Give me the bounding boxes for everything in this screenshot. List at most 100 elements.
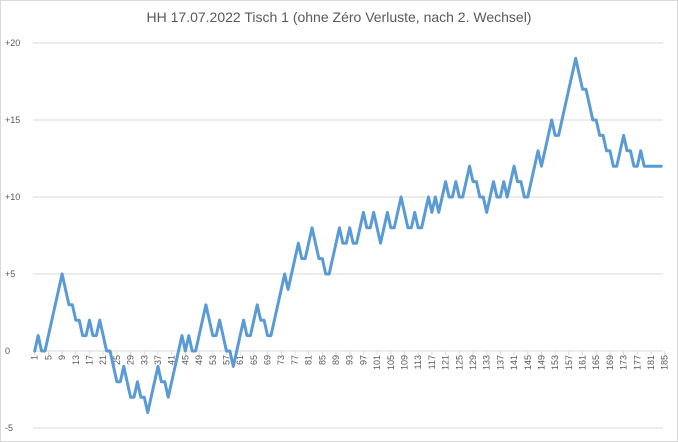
data-point [167,396,170,399]
x-tick-label: 37 [153,355,163,365]
data-point [585,88,587,90]
data-point [407,227,409,229]
data-point [612,165,615,167]
data-point [342,242,344,244]
data-point [287,288,289,291]
data-point [280,288,283,291]
data-point [198,334,200,337]
data-point [571,73,574,75]
x-tick-label: 137 [495,355,505,370]
x-tick-label: 9 [57,355,67,360]
data-point [51,319,53,322]
data-point [379,242,382,244]
data-point [191,350,194,352]
data-point [105,350,108,352]
data-point [181,334,183,337]
data-point [441,196,443,198]
data-point [431,211,433,214]
data-point [581,88,584,90]
x-tick-label: 133 [482,355,492,370]
x-tick-label: 57 [221,355,231,365]
data-point [133,396,135,399]
data-point [328,273,330,275]
x-tick-label: 117 [427,355,437,369]
data-point [95,334,98,337]
data-point [643,165,645,167]
data-point [595,119,598,121]
data-point [239,334,241,337]
data-point [639,150,642,152]
data-point [177,350,180,352]
y-tick-label: -5 [5,423,13,433]
y-tick-label: +10 [5,192,20,202]
data-point [324,273,327,275]
data-point [153,381,156,383]
x-tick-label: 29 [126,355,136,365]
data-point [170,381,173,383]
data-point [489,196,491,198]
data-point [164,381,166,383]
data-point [85,334,87,337]
data-point [533,165,536,167]
series-line [33,56,663,415]
data-point [537,150,539,152]
data-point [657,165,659,167]
data-point [513,165,515,167]
data-point [270,334,272,337]
data-point [122,365,125,368]
data-point [602,134,604,137]
data-point [461,196,464,198]
x-tick-label: 129 [468,355,478,370]
data-point [47,334,50,337]
data-point [393,227,396,229]
data-point [509,180,512,183]
data-point [126,381,128,383]
data-point [458,196,461,198]
data-point [225,350,228,352]
data-point [427,196,430,198]
x-tick-label: 113 [413,355,423,369]
x-tick-label: 65 [249,355,259,365]
data-point [615,165,618,167]
x-tick-label: 61 [235,355,245,365]
x-tick-label: 97 [358,355,368,365]
data-point [335,242,337,244]
data-point [277,304,279,306]
data-point [273,319,276,322]
data-point [653,165,656,167]
data-point [314,242,317,244]
data-point [355,242,358,244]
y-tick-label: +5 [5,269,15,279]
data-point [561,119,563,121]
data-point [146,411,149,414]
data-point [88,319,91,322]
data-point [54,304,57,306]
x-tick-label: 13 [71,355,81,365]
data-point [520,180,522,183]
data-point [366,227,368,229]
data-point [496,196,498,198]
data-point [187,334,190,337]
x-tick-label: 161 [578,355,588,370]
x-tick-label: 145 [523,355,533,370]
data-point [246,334,248,337]
x-tick-label: 49 [194,355,204,365]
data-point [526,196,529,198]
data-point [369,227,372,229]
data-point [78,319,81,322]
data-point [502,180,505,183]
data-point [472,180,474,183]
data-point [304,257,307,260]
data-point [256,304,259,306]
data-point [609,150,611,152]
data-point [362,211,365,214]
x-axis [33,350,666,355]
x-tick-label: 125 [454,355,464,370]
y-axis-tick-labels: -5 0 +5 +10 +15 +20 [5,38,20,433]
data-point [554,134,556,137]
data-point [410,227,413,229]
x-tick-label: 89 [331,355,341,365]
x-tick-label: 25 [112,355,122,365]
data-point [259,319,262,322]
data-point [143,396,146,399]
